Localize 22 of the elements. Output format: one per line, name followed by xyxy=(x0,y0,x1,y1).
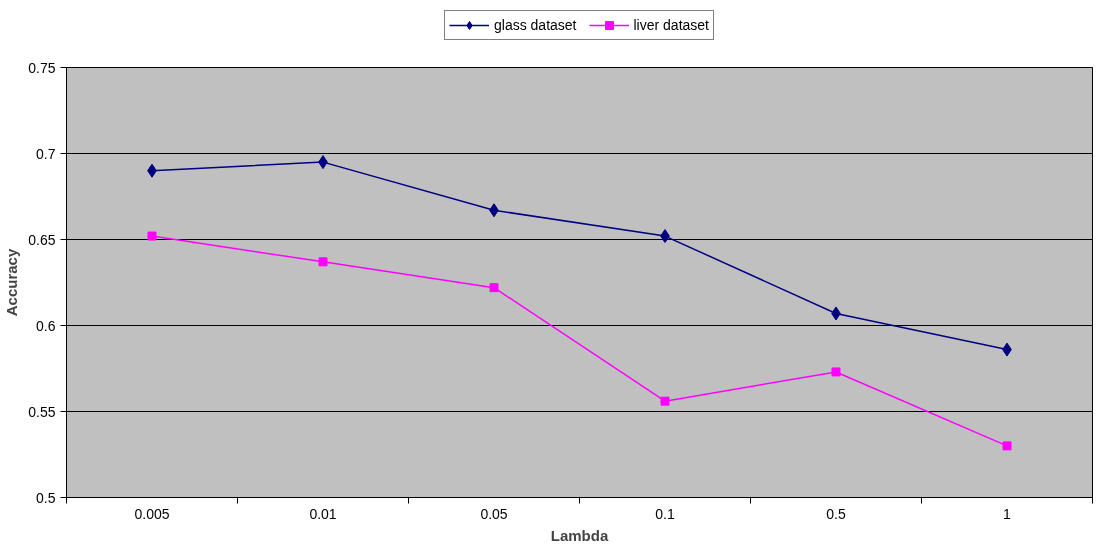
legend-label: glass dataset xyxy=(494,17,577,33)
y-tick-label: 0.55 xyxy=(28,403,56,420)
x-tick-label: 0.005 xyxy=(134,505,170,522)
point xyxy=(1002,441,1012,451)
x-tick-label: 0.05 xyxy=(480,505,508,522)
y-tick-label: 0.75 xyxy=(28,59,56,76)
y-axis-title: Accuracy xyxy=(3,248,21,317)
x-tick-label: 0.1 xyxy=(655,505,675,522)
y-tick-label: 0.6 xyxy=(36,317,56,334)
x-tick-label: 0.01 xyxy=(309,505,337,522)
y-tick-label: 0.5 xyxy=(36,489,56,506)
y-tick-label: 0.7 xyxy=(36,145,56,162)
point xyxy=(660,396,670,406)
y-tick-label: 0.65 xyxy=(28,231,56,248)
legend-label: liver dataset xyxy=(633,17,709,33)
point xyxy=(318,257,328,267)
point xyxy=(147,231,157,241)
x-tick-label: 0.5 xyxy=(826,505,846,522)
x-axis-title: Lambda xyxy=(550,526,609,544)
point xyxy=(489,283,499,293)
point xyxy=(831,367,841,377)
x-tick-label: 1 xyxy=(1003,505,1012,522)
